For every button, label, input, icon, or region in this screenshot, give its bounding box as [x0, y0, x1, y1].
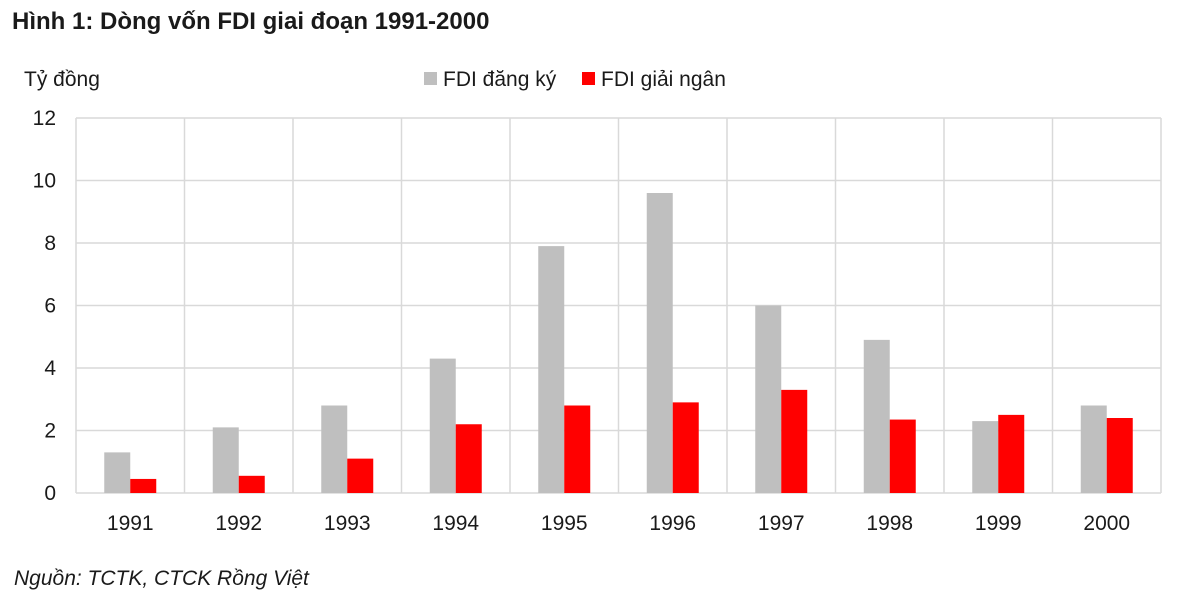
y-tick-label: 8: [44, 232, 56, 255]
legend-label-disbursed: FDI giải ngân: [601, 68, 726, 91]
legend-swatch-registered: [424, 72, 437, 85]
y-axis-ticks: 0 2 4 6 8 10 12: [33, 107, 57, 505]
x-tick-label: 1999: [975, 512, 1022, 535]
y-tick-label: 10: [33, 170, 56, 193]
legend-label-registered: FDI đăng ký: [443, 68, 557, 91]
bar-registered: [646, 193, 673, 493]
bar-registered: [212, 427, 239, 493]
y-axis-label: Tỷ đồng: [24, 68, 100, 91]
grid: [75, 117, 1162, 494]
y-tick-label: 6: [44, 295, 56, 318]
bar-registered: [429, 358, 456, 493]
bar-registered: [104, 452, 131, 493]
bar-disbursed: [672, 402, 699, 493]
legend-swatch-disbursed: [582, 72, 595, 85]
bar-disbursed: [998, 414, 1025, 493]
bar-disbursed: [889, 419, 916, 493]
bar-registered: [863, 339, 890, 493]
x-tick-label: 1992: [215, 512, 262, 535]
x-tick-label: 1998: [866, 512, 913, 535]
x-axis-ticks: 1991 1992 1993 1994 1995 1996 1997 1998 1999 2000: [107, 512, 1130, 535]
x-tick-label: 1996: [649, 512, 696, 535]
x-tick-label: 1993: [324, 512, 371, 535]
y-tick-label: 12: [33, 107, 56, 130]
chart-title: Hình 1: Dòng vốn FDI giai đoạn 1991-2000: [12, 8, 490, 35]
y-tick-label: 4: [44, 357, 56, 380]
legend: FDI đăng ký FDI giải ngân: [424, 68, 726, 91]
x-tick-label: 1997: [758, 512, 805, 535]
chart-area: Tỷ đồng FDI đăng ký FDI giải ngân 0 2 4 6 8 1…: [24, 68, 1162, 535]
x-tick-label: 1994: [432, 512, 479, 535]
x-tick-label: 2000: [1083, 512, 1130, 535]
bar-registered: [1080, 405, 1107, 493]
bar-disbursed: [1106, 418, 1133, 493]
x-tick-label: 1995: [541, 512, 588, 535]
y-tick-label: 2: [44, 420, 56, 443]
bar-disbursed: [781, 389, 808, 493]
bar-disbursed: [455, 424, 482, 493]
bar-disbursed: [347, 458, 374, 493]
bar-disbursed: [564, 405, 591, 493]
y-tick-label: 0: [44, 482, 56, 505]
bar-registered: [321, 405, 348, 493]
bars: [104, 193, 1133, 493]
x-tick-label: 1991: [107, 512, 154, 535]
bar-disbursed: [238, 475, 265, 493]
bar-registered: [972, 421, 999, 493]
bar-registered: [755, 305, 782, 493]
bar-disbursed: [130, 478, 157, 493]
source-note: Nguồn: TCTK, CTCK Rồng Việt: [14, 567, 309, 590]
bar-registered: [538, 246, 565, 493]
